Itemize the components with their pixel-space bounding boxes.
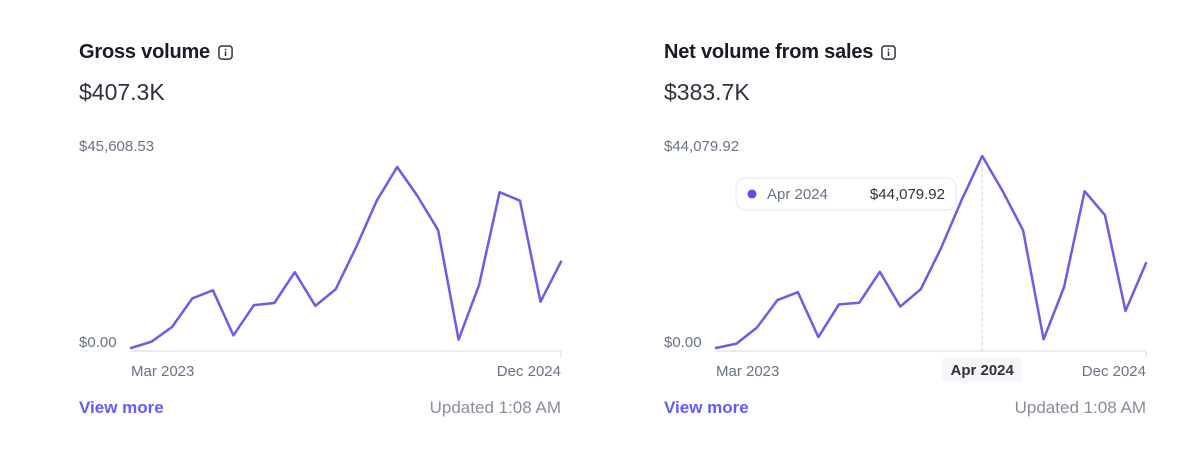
x-start-label: Mar 2023 (716, 363, 779, 380)
total-amount: $383.7K (664, 79, 750, 105)
updated-timestamp: Updated 1:08 AM (1014, 398, 1146, 417)
card-header: Net volume from sales (664, 41, 897, 64)
x-start-label: Mar 2023 (131, 363, 194, 380)
x-end-label: Dec 2024 (1082, 363, 1146, 380)
card-title: Gross volume (79, 41, 210, 63)
tooltip-value: $44,079.92 (870, 186, 945, 203)
info-icon[interactable] (881, 45, 897, 60)
view-more-link[interactable]: View more (664, 398, 749, 417)
y-max-label: $44,079.92 (664, 138, 739, 155)
card-footer: View more Updated 1:08 AM (79, 398, 561, 418)
info-icon[interactable] (218, 45, 233, 60)
x-end-label: Dec 2024 (497, 363, 561, 380)
tooltip: Apr 2024 $44,079.92 (735, 177, 957, 211)
tooltip-dot (747, 189, 757, 199)
tooltip-box (735, 177, 957, 211)
view-more-link[interactable]: View more (79, 398, 164, 417)
hover-x-label: Apr 2024 (951, 362, 1015, 379)
net-volume-card: Net volume from sales $383.7K $44,079.92… (664, 0, 1149, 474)
gross-volume-card: Gross volume $407.3K $45,608.53 $0.00 Mar … (79, 0, 564, 474)
tooltip-label: Apr 2024 (767, 186, 828, 203)
card-footer: View more Updated 1:08 AM (664, 398, 1146, 418)
gross-volume-chart[interactable]: $45,608.53 $0.00 Mar 2023 Dec 2024 (79, 130, 564, 385)
card-header: Gross volume (79, 41, 233, 64)
total-amount: $407.3K (79, 79, 165, 105)
y-min-label: $0.00 (664, 334, 702, 351)
series-line (714, 154, 1148, 350)
hover-x-label-bg (942, 358, 1023, 382)
series-line (129, 165, 563, 350)
card-title: Net volume from sales (664, 41, 874, 63)
y-min-label: $0.00 (79, 334, 117, 351)
updated-timestamp: Updated 1:08 AM (429, 398, 561, 417)
y-max-label: $45,608.53 (79, 138, 154, 155)
